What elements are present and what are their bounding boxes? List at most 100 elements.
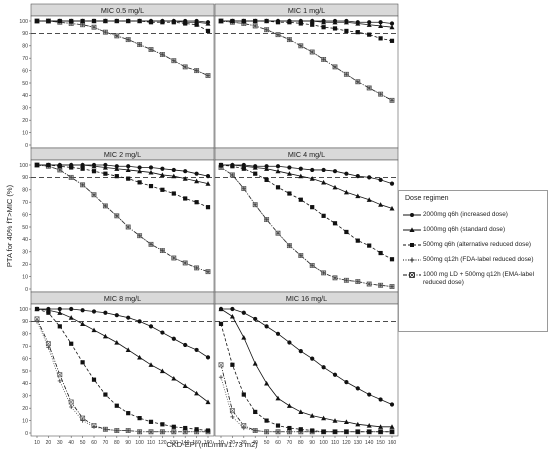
data-point-triangle bbox=[241, 335, 247, 340]
y-tick-label: 100 bbox=[19, 163, 28, 169]
data-point-square bbox=[332, 26, 338, 31]
data-point-plus bbox=[160, 429, 165, 434]
legend-item-1000mg-q6h: 1000mg q6h (standard dose) bbox=[403, 226, 545, 234]
data-point-circle bbox=[378, 397, 383, 402]
legend-item-1000mg-ld-500mg-q12h: 1000 mg LD + 500mg q12h (EMA-label reduc… bbox=[403, 271, 545, 287]
plot-area bbox=[30, 159, 215, 293]
data-point-square bbox=[205, 428, 211, 433]
data-point-square bbox=[57, 324, 62, 329]
x-tick-label: 120 bbox=[158, 440, 167, 446]
data-point-plus bbox=[230, 414, 235, 419]
data-point-circle bbox=[205, 20, 211, 25]
x-tick-label: 10 bbox=[34, 440, 40, 446]
data-point-plus bbox=[287, 37, 292, 42]
data-point-square bbox=[137, 180, 142, 185]
data-point-triangle bbox=[205, 399, 211, 405]
series-line bbox=[220, 377, 392, 433]
data-point-plus bbox=[367, 85, 372, 91]
data-point-triangle bbox=[355, 193, 361, 199]
data-point-circle bbox=[57, 306, 62, 312]
data-point-circle bbox=[148, 324, 154, 329]
data-point-triangle bbox=[343, 419, 349, 424]
data-point-circle bbox=[171, 18, 176, 24]
data-point-plus bbox=[367, 281, 372, 287]
data-point-square bbox=[171, 191, 176, 196]
y-tick-label: 70 bbox=[22, 200, 28, 206]
x-tick-label: 90 bbox=[125, 440, 131, 446]
data-point-circle bbox=[344, 171, 349, 176]
data-point-circle bbox=[114, 164, 119, 169]
data-point-circle bbox=[148, 165, 154, 170]
series-circle bbox=[34, 306, 211, 360]
data-point-square bbox=[253, 409, 258, 415]
y-tick-label: 80 bbox=[22, 44, 28, 50]
series-line bbox=[220, 20, 393, 101]
data-point-circle bbox=[253, 316, 258, 322]
data-point-square bbox=[80, 166, 85, 171]
data-point-circle bbox=[103, 310, 108, 315]
data-point-circle bbox=[194, 18, 199, 24]
series-square bbox=[218, 321, 395, 434]
data-point-triangle bbox=[389, 24, 395, 30]
data-point-triangle bbox=[378, 424, 384, 429]
data-point-plus bbox=[137, 429, 142, 434]
data-point-circle bbox=[310, 167, 315, 173]
data-point-circle bbox=[332, 18, 338, 24]
data-point-triangle bbox=[194, 390, 200, 396]
y-tick-label: 70 bbox=[22, 56, 28, 62]
data-point-circle bbox=[148, 18, 154, 24]
data-point-triangle bbox=[332, 184, 338, 190]
data-point-plus bbox=[114, 213, 119, 218]
data-point-triangle bbox=[309, 413, 315, 418]
data-point-circle bbox=[378, 20, 383, 25]
data-point-plus bbox=[80, 418, 85, 423]
y-tick-label: 0 bbox=[25, 287, 28, 293]
data-point-circle bbox=[344, 18, 349, 24]
data-point-circle bbox=[137, 319, 142, 324]
data-point-triangle bbox=[321, 179, 327, 185]
series-square bbox=[34, 306, 211, 433]
y-tick-label: 10 bbox=[22, 418, 28, 424]
plot-area bbox=[30, 15, 215, 149]
y-tick-label: 50 bbox=[22, 225, 28, 231]
data-point-plus bbox=[287, 429, 292, 434]
data-point-circle bbox=[171, 167, 176, 173]
data-point-square bbox=[148, 419, 154, 424]
data-point-plus bbox=[253, 202, 258, 207]
data-point-circle bbox=[183, 169, 188, 174]
data-point-square bbox=[321, 213, 326, 218]
data-point-circle bbox=[298, 18, 303, 24]
data-point-square bbox=[160, 187, 165, 192]
x-tick-label: 40 bbox=[68, 440, 74, 446]
data-point-triangle bbox=[68, 315, 74, 320]
data-point-xsquare bbox=[45, 341, 51, 347]
y-tick-label: 0 bbox=[25, 143, 28, 149]
legend-marker-plus bbox=[403, 257, 421, 263]
data-point-circle bbox=[69, 162, 74, 168]
data-point-circle bbox=[264, 18, 269, 24]
data-point-triangle bbox=[148, 362, 154, 367]
series-plus bbox=[218, 165, 395, 289]
data-point-plus bbox=[160, 52, 165, 57]
data-point-circle bbox=[126, 18, 131, 24]
y-tick-label: 10 bbox=[22, 130, 28, 136]
x-tick-label: 150 bbox=[192, 440, 201, 446]
data-point-circle bbox=[114, 313, 119, 318]
data-point-square bbox=[344, 229, 349, 235]
data-point-xsquare bbox=[34, 316, 40, 322]
panel-title: MIC 16 mg/L bbox=[286, 294, 327, 303]
data-point-triangle bbox=[171, 375, 177, 381]
x-tick-label: 60 bbox=[91, 440, 97, 446]
data-point-plus bbox=[378, 283, 383, 288]
data-point-plus bbox=[148, 242, 154, 247]
y-tick-label: 50 bbox=[22, 81, 28, 87]
data-point-plus bbox=[264, 27, 269, 32]
data-point-xsquare bbox=[57, 372, 63, 378]
data-point-circle bbox=[241, 310, 246, 315]
legend-item-2000mg-q6h: 2000mg q6h (increased dose) bbox=[403, 211, 545, 219]
legend-label: 500mg q6h (alternative reduced dose) bbox=[423, 241, 531, 248]
data-point-plus bbox=[332, 275, 338, 280]
data-point-square bbox=[91, 377, 97, 382]
series-circle bbox=[218, 18, 395, 26]
x-tick-label: 130 bbox=[354, 440, 363, 446]
